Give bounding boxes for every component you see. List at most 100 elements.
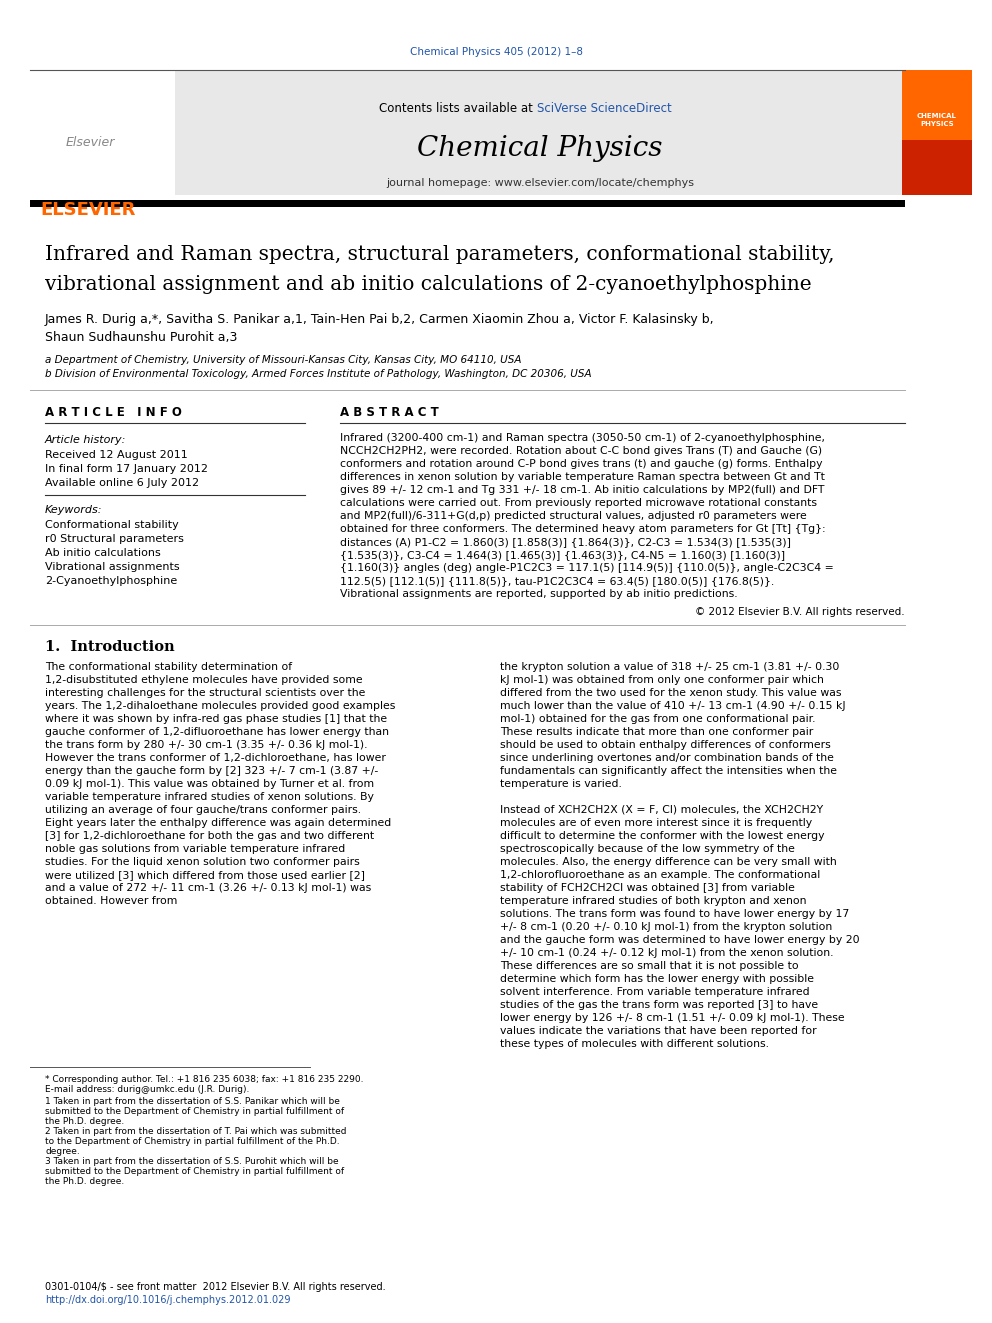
Text: and MP2(full)/6-311+G(d,p) predicted structural values, adjusted r0 parameters w: and MP2(full)/6-311+G(d,p) predicted str… xyxy=(340,511,806,521)
Bar xyxy=(30,200,905,206)
Text: were utilized [3] which differed from those used earlier [2]: were utilized [3] which differed from th… xyxy=(45,871,365,880)
Text: Keywords:: Keywords: xyxy=(45,505,102,515)
Text: vibrational assignment and ab initio calculations of 2-cyanoethylphosphine: vibrational assignment and ab initio cal… xyxy=(45,275,811,295)
Text: 1 Taken in part from the dissertation of S.S. Panikar which will be: 1 Taken in part from the dissertation of… xyxy=(45,1097,340,1106)
Text: utilizing an average of four gauche/trans conformer pairs.: utilizing an average of four gauche/tran… xyxy=(45,804,361,815)
Text: gives 89 +/- 12 cm-1 and Tg 331 +/- 18 cm-1. Ab initio calculations by MP2(full): gives 89 +/- 12 cm-1 and Tg 331 +/- 18 c… xyxy=(340,486,824,495)
Text: Ab initio calculations: Ab initio calculations xyxy=(45,548,161,558)
Text: NCCH2CH2PH2, were recorded. Rotation about C-C bond gives Trans (T) and Gauche (: NCCH2CH2PH2, were recorded. Rotation abo… xyxy=(340,446,822,456)
Text: {1.535(3)}, C3-C4 = 1.464(3) [1.465(3)] {1.463(3)}, C4-N5 = 1.160(3) [1.160(3)]: {1.535(3)}, C3-C4 = 1.464(3) [1.465(3)] … xyxy=(340,550,785,560)
Text: temperature infrared studies of both krypton and xenon: temperature infrared studies of both kry… xyxy=(500,896,806,906)
Text: energy than the gauche form by [2] 323 +/- 7 cm-1 (3.87 +/-: energy than the gauche form by [2] 323 +… xyxy=(45,766,378,777)
Text: difficult to determine the conformer with the lowest energy: difficult to determine the conformer wit… xyxy=(500,831,824,841)
Text: obtained. However from: obtained. However from xyxy=(45,896,178,906)
Text: molecules are of even more interest since it is frequently: molecules are of even more interest sinc… xyxy=(500,818,812,828)
Text: and the gauche form was determined to have lower energy by 20: and the gauche form was determined to ha… xyxy=(500,935,860,945)
Text: James R. Durig a,*, Savitha S. Panikar a,1, Tain-Hen Pai b,2, Carmen Xiaomin Zho: James R. Durig a,*, Savitha S. Panikar a… xyxy=(45,314,714,327)
Text: variable temperature infrared studies of xenon solutions. By: variable temperature infrared studies of… xyxy=(45,792,374,802)
Text: kJ mol-1) was obtained from only one conformer pair which: kJ mol-1) was obtained from only one con… xyxy=(500,675,824,685)
Text: 1,2-disubstituted ethylene molecules have provided some: 1,2-disubstituted ethylene molecules hav… xyxy=(45,675,363,685)
Text: distances (A) P1-C2 = 1.860(3) [1.858(3)] {1.864(3)}, C2-C3 = 1.534(3) [1.535(3): distances (A) P1-C2 = 1.860(3) [1.858(3)… xyxy=(340,537,791,546)
Text: Chemical Physics: Chemical Physics xyxy=(418,135,663,161)
Text: degree.: degree. xyxy=(45,1147,79,1155)
Text: determine which form has the lower energy with possible: determine which form has the lower energ… xyxy=(500,974,814,984)
Text: http://dx.doi.org/10.1016/j.chemphys.2012.01.029: http://dx.doi.org/10.1016/j.chemphys.201… xyxy=(45,1295,291,1304)
Text: obtained for three conformers. The determined heavy atom parameters for Gt [Tt] : obtained for three conformers. The deter… xyxy=(340,524,825,534)
Text: CHEMICAL
PHYSICS: CHEMICAL PHYSICS xyxy=(917,112,957,127)
Text: A B S T R A C T: A B S T R A C T xyxy=(340,406,438,419)
Text: The conformational stability determination of: The conformational stability determinati… xyxy=(45,662,292,672)
Bar xyxy=(902,70,972,194)
Text: [3] for 1,2-dichloroethane for both the gas and two different: [3] for 1,2-dichloroethane for both the … xyxy=(45,831,374,841)
Text: values indicate the variations that have been reported for: values indicate the variations that have… xyxy=(500,1027,816,1036)
Text: to the Department of Chemistry in partial fulfillment of the Ph.D.: to the Department of Chemistry in partia… xyxy=(45,1136,339,1146)
Text: 3 Taken in part from the dissertation of S.S. Purohit which will be: 3 Taken in part from the dissertation of… xyxy=(45,1156,338,1166)
Text: r0 Structural parameters: r0 Structural parameters xyxy=(45,534,184,544)
Text: * Corresponding author. Tel.: +1 816 235 6038; fax: +1 816 235 2290.: * Corresponding author. Tel.: +1 816 235… xyxy=(45,1074,363,1084)
Text: 2 Taken in part from the dissertation of T. Pai which was submitted: 2 Taken in part from the dissertation of… xyxy=(45,1126,346,1135)
Text: solvent interference. From variable temperature infrared: solvent interference. From variable temp… xyxy=(500,987,809,998)
Text: noble gas solutions from variable temperature infrared: noble gas solutions from variable temper… xyxy=(45,844,345,855)
Text: E-mail address: durig@umkc.edu (J.R. Durig).: E-mail address: durig@umkc.edu (J.R. Dur… xyxy=(45,1085,249,1094)
Text: Elsevier: Elsevier xyxy=(65,136,115,149)
Text: a Department of Chemistry, University of Missouri-Kansas City, Kansas City, MO 6: a Department of Chemistry, University of… xyxy=(45,355,522,365)
Text: SciVerse ScienceDirect: SciVerse ScienceDirect xyxy=(537,102,672,115)
Text: molecules. Also, the energy difference can be very small with: molecules. Also, the energy difference c… xyxy=(500,857,836,867)
Text: Infrared and Raman spectra, structural parameters, conformational stability,: Infrared and Raman spectra, structural p… xyxy=(45,246,834,265)
Text: 2-Cyanoethylphosphine: 2-Cyanoethylphosphine xyxy=(45,576,178,586)
Text: these types of molecules with different solutions.: these types of molecules with different … xyxy=(500,1039,769,1049)
Text: calculations were carried out. From previously reported microwave rotational con: calculations were carried out. From prev… xyxy=(340,497,817,508)
Text: Conformational stability: Conformational stability xyxy=(45,520,179,531)
Text: the trans form by 280 +/- 30 cm-1 (3.35 +/- 0.36 kJ mol-1).: the trans form by 280 +/- 30 cm-1 (3.35 … xyxy=(45,740,367,750)
Bar xyxy=(175,70,905,194)
Text: interesting challenges for the structural scientists over the: interesting challenges for the structura… xyxy=(45,688,365,699)
Text: ELSEVIER: ELSEVIER xyxy=(41,201,136,220)
Text: solutions. The trans form was found to have lower energy by 17: solutions. The trans form was found to h… xyxy=(500,909,849,919)
Text: Shaun Sudhaunshu Purohit a,3: Shaun Sudhaunshu Purohit a,3 xyxy=(45,332,237,344)
Text: should be used to obtain enthalpy differences of conformers: should be used to obtain enthalpy differ… xyxy=(500,740,830,750)
Text: 1.  Introduction: 1. Introduction xyxy=(45,640,175,654)
Text: submitted to the Department of Chemistry in partial fulfillment of: submitted to the Department of Chemistry… xyxy=(45,1106,344,1115)
Text: the krypton solution a value of 318 +/- 25 cm-1 (3.81 +/- 0.30: the krypton solution a value of 318 +/- … xyxy=(500,662,839,672)
Text: submitted to the Department of Chemistry in partial fulfillment of: submitted to the Department of Chemistry… xyxy=(45,1167,344,1176)
Text: +/- 10 cm-1 (0.24 +/- 0.12 kJ mol-1) from the xenon solution.: +/- 10 cm-1 (0.24 +/- 0.12 kJ mol-1) fro… xyxy=(500,949,833,958)
Text: the Ph.D. degree.: the Ph.D. degree. xyxy=(45,1176,124,1185)
Text: Infrared (3200-400 cm-1) and Raman spectra (3050-50 cm-1) of 2-cyanoethylphosphi: Infrared (3200-400 cm-1) and Raman spect… xyxy=(340,433,825,443)
Text: 0.09 kJ mol-1). This value was obtained by Turner et al. from: 0.09 kJ mol-1). This value was obtained … xyxy=(45,779,374,789)
Text: the Ph.D. degree.: the Ph.D. degree. xyxy=(45,1117,124,1126)
Text: In final form 17 January 2012: In final form 17 January 2012 xyxy=(45,464,208,474)
Text: These differences are so small that it is not possible to: These differences are so small that it i… xyxy=(500,960,799,971)
Text: conformers and rotation around C-P bond gives trans (t) and gauche (g) forms. En: conformers and rotation around C-P bond … xyxy=(340,459,822,468)
Text: 0301-0104/$ - see front matter  2012 Elsevier B.V. All rights reserved.: 0301-0104/$ - see front matter 2012 Else… xyxy=(45,1282,386,1293)
Text: years. The 1,2-dihaloethane molecules provided good examples: years. The 1,2-dihaloethane molecules pr… xyxy=(45,701,396,710)
Text: A R T I C L E   I N F O: A R T I C L E I N F O xyxy=(45,406,182,419)
Text: Eight years later the enthalpy difference was again determined: Eight years later the enthalpy differenc… xyxy=(45,818,391,828)
Bar xyxy=(30,73,150,179)
Text: much lower than the value of 410 +/- 13 cm-1 (4.90 +/- 0.15 kJ: much lower than the value of 410 +/- 13 … xyxy=(500,701,845,710)
Text: studies of the gas the trans form was reported [3] to have: studies of the gas the trans form was re… xyxy=(500,1000,818,1009)
Text: Chemical Physics 405 (2012) 1–8: Chemical Physics 405 (2012) 1–8 xyxy=(410,48,582,57)
Text: differences in xenon solution by variable temperature Raman spectra between Gt a: differences in xenon solution by variabl… xyxy=(340,472,825,482)
Text: studies. For the liquid xenon solution two conformer pairs: studies. For the liquid xenon solution t… xyxy=(45,857,360,867)
Text: temperature is varied.: temperature is varied. xyxy=(500,779,622,789)
Text: since underlining overtones and/or combination bands of the: since underlining overtones and/or combi… xyxy=(500,753,834,763)
Text: 1,2-chlorofluoroethane as an example. The conformational: 1,2-chlorofluoroethane as an example. Th… xyxy=(500,871,820,880)
Text: Article history:: Article history: xyxy=(45,435,126,445)
Text: journal homepage: www.elsevier.com/locate/chemphys: journal homepage: www.elsevier.com/locat… xyxy=(386,179,694,188)
Text: Contents lists available at: Contents lists available at xyxy=(379,102,537,115)
Text: Vibrational assignments: Vibrational assignments xyxy=(45,562,180,572)
Text: +/- 8 cm-1 (0.20 +/- 0.10 kJ mol-1) from the krypton solution: +/- 8 cm-1 (0.20 +/- 0.10 kJ mol-1) from… xyxy=(500,922,832,931)
Text: © 2012 Elsevier B.V. All rights reserved.: © 2012 Elsevier B.V. All rights reserved… xyxy=(695,607,905,617)
Text: Received 12 August 2011: Received 12 August 2011 xyxy=(45,450,187,460)
Text: lower energy by 126 +/- 8 cm-1 (1.51 +/- 0.09 kJ mol-1). These: lower energy by 126 +/- 8 cm-1 (1.51 +/-… xyxy=(500,1013,844,1023)
Text: Vibrational assignments are reported, supported by ab initio predictions.: Vibrational assignments are reported, su… xyxy=(340,589,738,599)
Text: stability of FCH2CH2Cl was obtained [3] from variable: stability of FCH2CH2Cl was obtained [3] … xyxy=(500,882,795,893)
Text: mol-1) obtained for the gas from one conformational pair.: mol-1) obtained for the gas from one con… xyxy=(500,714,815,724)
Text: b Division of Environmental Toxicology, Armed Forces Institute of Pathology, Was: b Division of Environmental Toxicology, … xyxy=(45,369,591,378)
Text: Instead of XCH2CH2X (X = F, Cl) molecules, the XCH2CH2Y: Instead of XCH2CH2X (X = F, Cl) molecule… xyxy=(500,804,823,815)
Text: and a value of 272 +/- 11 cm-1 (3.26 +/- 0.13 kJ mol-1) was: and a value of 272 +/- 11 cm-1 (3.26 +/-… xyxy=(45,882,371,893)
Text: {1.160(3)} angles (deg) angle-P1C2C3 = 117.1(5) [114.9(5)] {110.0(5)}, angle-C2C: {1.160(3)} angles (deg) angle-P1C2C3 = 1… xyxy=(340,564,833,573)
Text: fundamentals can significantly affect the intensities when the: fundamentals can significantly affect th… xyxy=(500,766,837,777)
Text: where it was shown by infra-red gas phase studies [1] that the: where it was shown by infra-red gas phas… xyxy=(45,714,387,724)
Bar xyxy=(902,70,972,140)
